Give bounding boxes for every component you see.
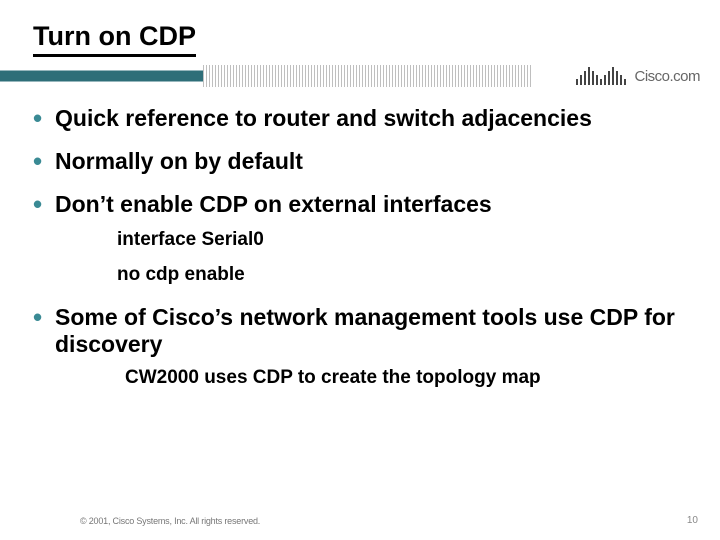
banner: Cisco.com <box>0 62 720 90</box>
brand-area: Cisco.com <box>576 67 700 85</box>
footer-copyright: © 2001, Cisco Systems, Inc. All rights r… <box>80 516 260 526</box>
brand-text: Cisco.com <box>634 68 700 85</box>
bullet-text: Normally on by default <box>55 148 303 174</box>
bullet-item: Some of Cisco’s network management tools… <box>33 304 695 391</box>
bullet-text: Quick reference to router and switch adj… <box>55 105 592 131</box>
bullet-item: Don’t enable CDP on external interfaces … <box>33 191 695 288</box>
sub-item: no cdp enable <box>117 263 695 288</box>
slide: Turn on CDP Cisco.com Quick reference to… <box>0 0 720 540</box>
page-number: 10 <box>687 515 698 526</box>
content-area: Quick reference to router and switch adj… <box>33 105 695 407</box>
banner-teal-bar <box>0 71 203 82</box>
bullet-list: Quick reference to router and switch adj… <box>33 105 695 391</box>
slide-title: Turn on CDP <box>33 22 196 57</box>
cisco-logo-icon <box>576 67 626 85</box>
bullet-text: Don’t enable CDP on external interfaces <box>55 191 492 217</box>
bullet-text: Some of Cisco’s network management tools… <box>55 304 675 357</box>
sub-item: interface Serial0 <box>117 228 695 253</box>
bullet-item: Quick reference to router and switch adj… <box>33 105 695 132</box>
sub-item: CW2000 uses CDP to create the topology m… <box>125 366 695 391</box>
bullet-item: Normally on by default <box>33 148 695 175</box>
banner-stripes <box>203 65 533 87</box>
